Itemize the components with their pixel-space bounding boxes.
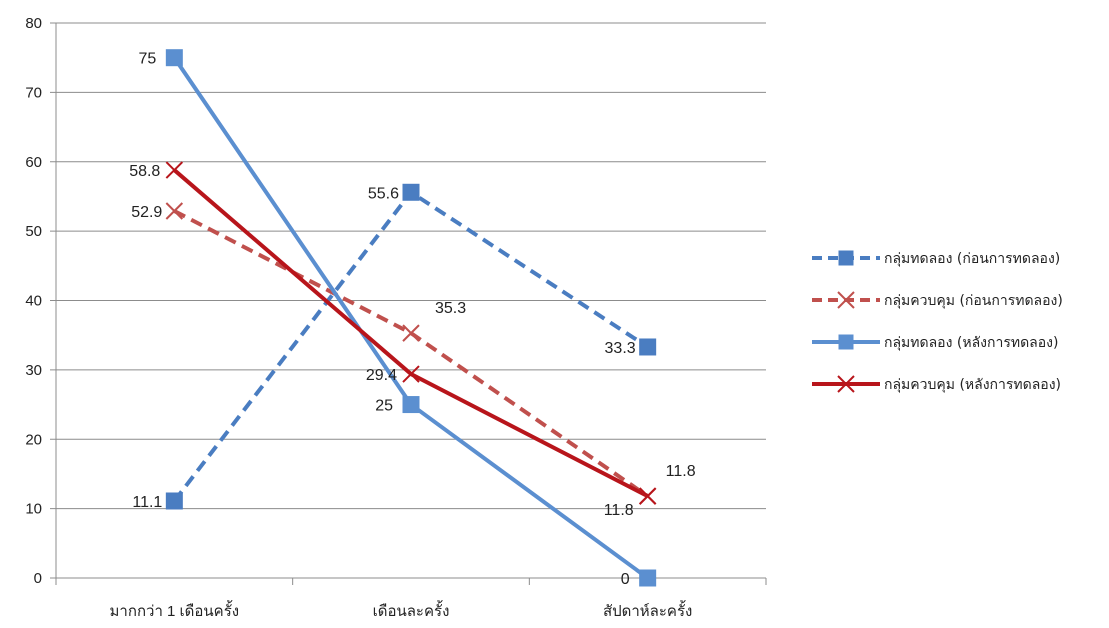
data-label: 33.3 <box>605 340 636 357</box>
series-line <box>172 190 649 503</box>
data-point <box>165 202 184 220</box>
data-label: 11.1 <box>132 494 162 511</box>
legend-label: กลุ่มทดลอง (หลังการทดลอง) <box>884 335 1058 351</box>
y-tick-label: 10 <box>25 501 42 518</box>
y-tick-label: 30 <box>25 362 42 379</box>
legend-label: กลุ่มทดลอง (ก่อนการทดลอง) <box>884 251 1060 267</box>
data-label: 58.8 <box>129 163 160 180</box>
legend-marker <box>837 375 855 393</box>
data-label: 55.6 <box>368 185 399 202</box>
data-label: 11.8 <box>604 502 634 519</box>
data-label: 29.4 <box>366 367 397 384</box>
data-label: 11.8 <box>666 463 696 480</box>
data-label: 75 <box>139 51 157 68</box>
axes: 0 10 20 30 40 50 60 70 80 มากกว่า 1 เดือนครั้ง เดื… <box>25 15 767 620</box>
y-tick-label: 40 <box>25 293 42 310</box>
data-point <box>402 324 420 342</box>
data-point <box>639 569 657 587</box>
data-point <box>165 49 183 67</box>
data-point <box>402 183 420 201</box>
x-tick-label: เดือนละครั้ง <box>373 600 450 620</box>
series-markers <box>165 49 657 587</box>
legend: กลุ่มทดลอง (ก่อนการทดลอง) กลุ่มควบคุม (ก่… <box>812 250 1063 393</box>
y-tick-label: 70 <box>25 84 42 101</box>
series-line <box>172 56 649 580</box>
data-label: 52.9 <box>131 204 162 221</box>
series-lines <box>172 56 649 580</box>
data-point <box>638 487 657 505</box>
y-tick-label: 60 <box>25 154 42 171</box>
legend-label: กลุ่มควบคุม (หลังการทดลอง) <box>884 377 1061 393</box>
data-point <box>165 492 183 510</box>
y-tick-label: 0 <box>34 570 42 587</box>
data-point <box>165 161 184 179</box>
series-line <box>173 209 649 498</box>
legend-label: กลุ่มควบคุม (ก่อนการทดลอง) <box>884 293 1063 309</box>
data-label: 25 <box>375 398 393 415</box>
legend-marker <box>838 334 854 350</box>
gridlines <box>56 22 766 510</box>
y-tick-label: 20 <box>25 431 42 448</box>
data-point <box>402 365 420 383</box>
data-label: 35.3 <box>435 300 466 317</box>
x-tick-label: มากกว่า 1 เดือนครั้ง <box>110 600 240 620</box>
data-point <box>639 338 657 356</box>
data-point <box>402 396 420 414</box>
y-tick-label: 50 <box>25 223 42 240</box>
data-label: 0 <box>621 571 630 588</box>
legend-marker <box>838 250 854 266</box>
legend-marker <box>837 291 855 309</box>
x-tick-label: สัปดาห์ละครั้ง <box>603 600 692 620</box>
data-labels: 11.1 55.6 33.3 52.9 35.3 11.8 75 25 0 58.8 29.4 11.… <box>129 51 696 588</box>
y-tick-label: 80 <box>25 15 42 32</box>
